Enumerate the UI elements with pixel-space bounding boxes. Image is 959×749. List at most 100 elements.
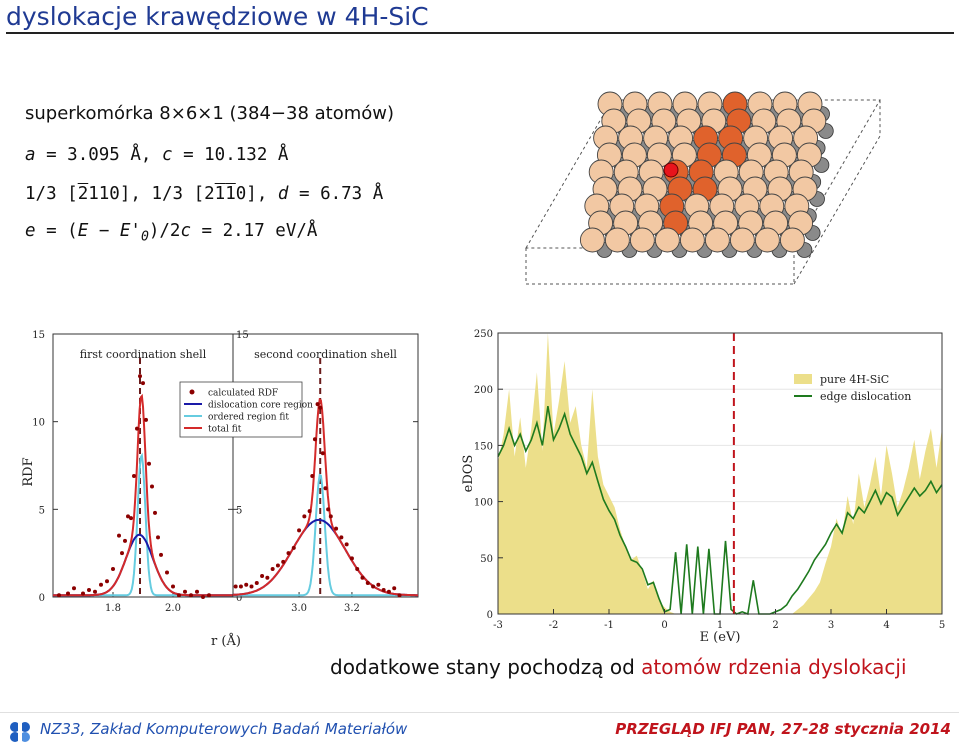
rdf-data-point (360, 575, 365, 580)
rdf-data-point (66, 591, 70, 596)
edos-y-tick-label: 50 (480, 554, 493, 565)
E-symbol: E (77, 221, 89, 241)
a-symbol: a (25, 145, 36, 165)
edos-x-tick-label: -1 (604, 620, 614, 631)
silicon-atom (779, 227, 805, 253)
edos-x-tick-label: 0 (661, 620, 667, 631)
rdf-data-point (171, 584, 175, 589)
rdf-data-point (105, 579, 109, 584)
dir-bar-digit: 1 (214, 184, 226, 204)
note-text: dodatkowe stany pochodzą od (330, 655, 642, 679)
rdf-y-tick-label: 15 (236, 330, 249, 341)
slide-title: dyslokacje krawędziowe w 4H-SiC (6, 2, 429, 31)
core-red-atom (663, 162, 679, 178)
silicon-atom (654, 227, 680, 253)
E0-subscript: 0 (140, 229, 149, 245)
rdf-data-point (286, 551, 291, 556)
rdf-data-point (326, 507, 331, 512)
rdf-data-point (334, 526, 339, 531)
rdf-data-point (270, 566, 275, 571)
edos-x-tick-label: 2 (772, 620, 778, 631)
rdf-y-tick-label: 15 (32, 330, 45, 341)
supercell-info: superkomórka 8×6×1 (384−38 atomów) (25, 103, 395, 124)
rdf-data-point (381, 587, 386, 592)
rdf-data-point (275, 563, 280, 568)
legend-entry: calculated RDF (208, 389, 278, 399)
rdf-data-point (318, 405, 323, 410)
rdf-x-label: r (Å) (211, 633, 241, 649)
edos-x-tick-label: 5 (939, 620, 945, 631)
rdf-data-point (339, 535, 344, 540)
supercell-box-top (525, 99, 881, 249)
rdf-data-point (328, 514, 333, 519)
rdf-data-point (57, 593, 61, 598)
e-value: = 2.17 eV/Å (191, 221, 318, 241)
edos-y-label: eDOS (461, 455, 476, 493)
rdf-data-point (233, 584, 238, 589)
rdf-data-point (254, 580, 259, 585)
a-value: = 3.095 Å, (35, 145, 162, 165)
rdf-data-point (177, 593, 181, 598)
E0-symbol: E' (119, 221, 141, 241)
legend-entry: edge dislocation (820, 390, 911, 403)
rdf-data-point (302, 514, 307, 519)
footer-affiliation: NZ33, Zakład Komputerowych Badań Materia… (40, 720, 408, 738)
rdf-y-tick-label: 5 (39, 505, 45, 516)
silicon-atom (754, 227, 780, 253)
rdf-data-point (260, 573, 265, 578)
rdf-data-point (93, 589, 97, 594)
silicon-atom (604, 227, 630, 253)
rdf-data-point (397, 593, 402, 598)
silicon-atom (729, 227, 755, 253)
rdf-panel-frame (232, 333, 419, 598)
rdf-data-point (365, 580, 370, 585)
burgers-directions: 1/3 [2110], 1/3 [2110], d = 6.73 Å (25, 184, 383, 204)
d-value: = 6.73 Å (288, 184, 384, 204)
ordered-fit-line (233, 473, 418, 597)
rdf-data-point (392, 586, 397, 591)
rdf-data-point (81, 591, 85, 596)
rdf-data-point (315, 402, 320, 407)
rdf-data-point (307, 509, 312, 514)
edos-chart: 0 50 100 150 200 250 -3 -2 -1 0 1 2 3 4 5 E (eV) eDOS pur… (461, 329, 945, 645)
silicon-atom (679, 227, 705, 253)
edos-y-tick-label: 250 (474, 329, 493, 340)
rdf-data-point (141, 381, 145, 386)
dir-bar-digit: 1 (225, 184, 236, 204)
rdf-data-point (281, 559, 286, 564)
rdf-data-point (150, 484, 154, 489)
legend-marker (794, 374, 812, 384)
rdf-data-point (238, 584, 243, 589)
rdf-data-point (129, 516, 133, 521)
rdf-data-point (87, 587, 91, 592)
rdf-data-point (165, 570, 169, 575)
legend-entry: ordered region fit (208, 413, 289, 423)
rdf-data-point (244, 582, 249, 587)
rdf-x-tick-label: 3.0 (291, 603, 307, 614)
silicon-atom (629, 227, 655, 253)
c-symbol: c (161, 145, 173, 165)
dir-prefix: 1/3 [ (25, 184, 78, 204)
rdf-data-point (249, 584, 254, 589)
formula-part: = ( (35, 221, 78, 241)
rdf-data-point (72, 586, 76, 591)
rdf-data-point (132, 474, 136, 479)
rdf-x-tick-label: 3.2 (344, 603, 360, 614)
ifj-logo-icon (10, 720, 30, 742)
rdf-data-point (120, 551, 124, 556)
rdf-y-tick-label: 0 (236, 593, 242, 604)
rdf-data-point (147, 461, 151, 466)
silicon-atom (579, 227, 605, 253)
edos-y-tick-label: 0 (487, 610, 493, 621)
title-underline (6, 32, 954, 34)
formula-part: − (88, 221, 120, 241)
edos-y-tick-label: 100 (474, 498, 493, 509)
rdf-data-point (297, 528, 302, 533)
dir-rest: 110], 1/3 [2 (88, 184, 215, 204)
energy-formula: e = (E − E'0)/2c = 2.17 eV/Å (25, 221, 317, 245)
c-value: = 10.132 Å (172, 145, 289, 165)
rdf-x-tick-label: 2.0 (165, 603, 181, 614)
edos-x-tick-label: 4 (883, 620, 889, 631)
rdf-data-point (111, 566, 115, 571)
dir-bar-digit: 2 (77, 184, 89, 204)
